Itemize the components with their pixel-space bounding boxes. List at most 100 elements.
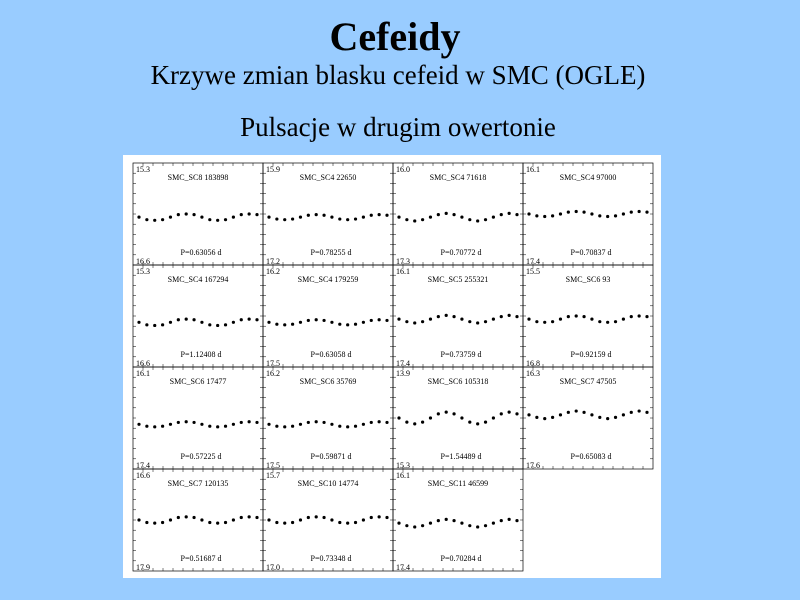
data-point: [330, 422, 334, 426]
period-label: P=0.63056 d: [181, 248, 222, 257]
data-point: [413, 321, 417, 325]
data-point: [621, 413, 626, 417]
y-tick-label: 17.6: [526, 461, 540, 470]
data-point: [476, 525, 480, 529]
data-point: [223, 323, 228, 327]
data-point: [428, 317, 433, 321]
data-point: [298, 518, 303, 522]
y-tick-label: 17.2: [266, 257, 280, 266]
star-name: SMC_SC11 46599: [428, 479, 488, 488]
data-point: [452, 412, 456, 416]
data-point: [168, 215, 173, 219]
data-point: [566, 210, 570, 214]
period-label: P=0.78255 d: [311, 248, 352, 257]
data-point: [507, 211, 511, 215]
star-name: SMC_SC10 14774: [298, 479, 359, 488]
data-point: [527, 317, 531, 321]
data-point: [476, 422, 480, 426]
data-point: [598, 214, 602, 218]
figure-background: [123, 155, 661, 578]
data-point: [145, 218, 149, 222]
y-tick-label: 13.9: [396, 369, 410, 378]
data-point: [208, 520, 212, 525]
y-tick-label: 16.1: [396, 471, 410, 480]
data-point: [444, 211, 448, 215]
data-point: [405, 320, 409, 324]
data-point: [338, 520, 342, 525]
data-point: [499, 213, 503, 217]
data-point: [645, 315, 649, 319]
data-point: [361, 320, 365, 324]
data-point: [338, 424, 342, 428]
data-point: [275, 217, 279, 221]
data-point: [515, 519, 519, 523]
data-point: [153, 323, 157, 328]
data-point: [291, 217, 295, 221]
data-point: [322, 420, 326, 425]
data-point: [369, 318, 373, 323]
data-point: [153, 521, 157, 525]
data-point: [255, 213, 259, 217]
data-point: [346, 521, 350, 525]
data-point: [405, 218, 409, 222]
data-point: [428, 521, 433, 525]
data-point: [176, 213, 180, 217]
data-point: [405, 420, 409, 424]
data-point: [346, 218, 350, 222]
data-point: [606, 320, 610, 324]
data-point: [231, 518, 235, 522]
data-point: [314, 420, 318, 424]
data-point: [483, 320, 488, 324]
star-name: SMC_SC6 93: [566, 275, 611, 284]
data-point: [267, 320, 271, 324]
period-label: P=1.12408 d: [181, 350, 222, 359]
data-point: [137, 518, 141, 522]
data-point: [369, 213, 373, 217]
data-point: [145, 520, 149, 525]
data-point: [275, 520, 279, 525]
data-point: [314, 318, 318, 322]
data-point: [543, 214, 547, 219]
data-point: [216, 425, 220, 429]
data-point: [613, 320, 618, 324]
data-point: [306, 318, 310, 323]
data-point: [353, 217, 358, 221]
data-point: [397, 215, 401, 219]
data-point: [515, 315, 519, 319]
data-point: [322, 318, 326, 323]
data-point: [436, 315, 440, 319]
data-point: [436, 412, 440, 416]
data-point: [200, 518, 204, 522]
data-point: [527, 212, 531, 216]
data-point: [223, 520, 228, 525]
period-label: P=0.70772 d: [441, 248, 482, 257]
data-point: [421, 320, 425, 324]
data-point: [377, 515, 381, 519]
data-point: [405, 524, 409, 528]
data-point: [137, 215, 141, 219]
data-point: [314, 515, 318, 519]
star-name: SMC_SC6 35769: [300, 377, 357, 386]
y-tick-label: 17.4: [396, 563, 410, 572]
y-tick-label: 17.9: [136, 563, 150, 572]
data-point: [192, 515, 196, 520]
data-point: [476, 321, 480, 325]
data-point: [231, 320, 235, 324]
star-name: SMC_SC7 47505: [560, 377, 617, 386]
data-point: [491, 416, 495, 420]
data-point: [137, 320, 141, 324]
data-point: [369, 515, 373, 520]
data-point: [491, 521, 495, 525]
data-point: [535, 415, 539, 419]
data-point: [161, 520, 165, 525]
data-point: [145, 323, 149, 327]
data-point: [436, 213, 440, 217]
data-point: [606, 214, 610, 219]
data-point: [338, 322, 342, 326]
data-point: [200, 215, 204, 219]
data-point: [346, 425, 350, 429]
data-point: [590, 317, 594, 321]
data-point: [208, 424, 212, 428]
y-tick-label: 15.3: [136, 165, 150, 174]
data-point: [574, 409, 578, 413]
